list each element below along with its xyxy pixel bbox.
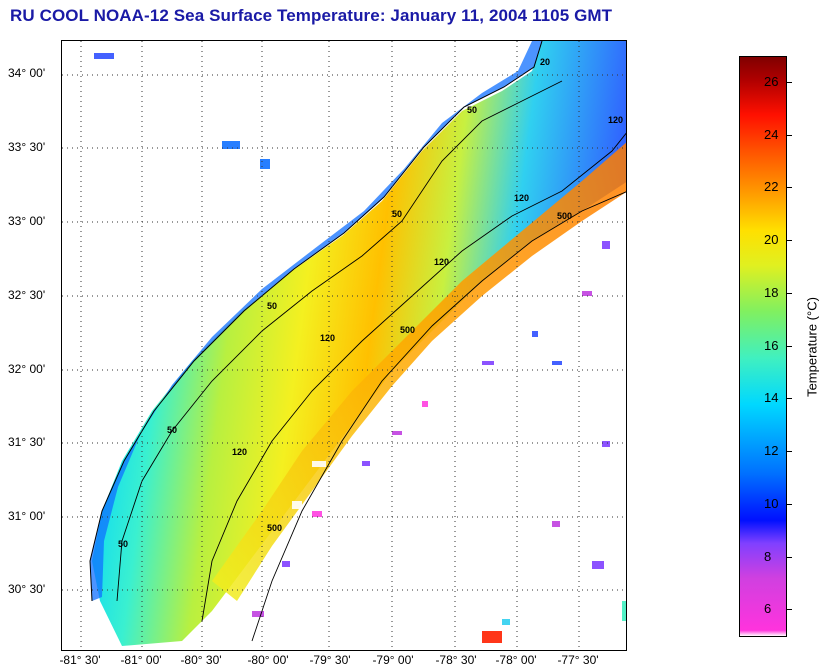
contour-label: 50 (392, 209, 402, 219)
colorbar-tick (787, 240, 792, 241)
contour-label: 50 (118, 539, 128, 549)
colorbar-tick-label: 8 (764, 549, 772, 564)
colorbar-tick-label: 24 (764, 127, 779, 142)
lat-label: 33° 30' (8, 140, 46, 154)
colorbar-tick-label: 22 (764, 179, 779, 194)
colorbar-tick-label: 26 (764, 74, 779, 89)
contour-label: 500 (400, 325, 415, 335)
lon-label: -80° 00' (247, 653, 289, 667)
contour-label: 20 (540, 57, 550, 67)
colorbar-tick (787, 293, 792, 294)
map-grid (62, 41, 626, 650)
contour-label: 500 (267, 523, 282, 533)
contour-label: 50 (467, 105, 477, 115)
sst-map: 50 50 50 50 50 120 120 120 120 500 500 5… (61, 40, 627, 651)
lat-label: 30° 30' (8, 582, 46, 596)
colorbar-tick-label: 12 (764, 443, 779, 458)
lon-label: -81° 00' (120, 653, 162, 667)
contour-label: 500 (557, 211, 572, 221)
lon-label: -78° 00' (495, 653, 537, 667)
contour-500 (251, 191, 626, 642)
lat-label: 32° 00' (8, 362, 46, 376)
contour-120 (201, 132, 626, 622)
lat-label: 32° 30' (8, 288, 46, 302)
lon-label: -81° 30' (59, 653, 101, 667)
sst-map-canvas: 50 50 50 50 50 120 120 120 120 500 500 5… (62, 41, 626, 650)
colorbar-tick-label: 6 (764, 601, 772, 616)
contour-label: 120 (608, 115, 623, 125)
lon-label: -80° 30' (180, 653, 222, 667)
cloud-scatter (94, 53, 626, 643)
colorbar-tick (787, 135, 792, 136)
lon-label: -78° 30' (435, 653, 477, 667)
contour-label: 50 (167, 425, 177, 435)
colorbar-tick (787, 557, 792, 558)
colorbar-tick (787, 82, 792, 83)
colorbar-tick-label: 16 (764, 338, 779, 353)
contour-label: 120 (320, 333, 335, 343)
colorbar-tick-label: 20 (764, 232, 779, 247)
contour-label: 120 (232, 447, 247, 457)
colorbar-tick (787, 609, 792, 610)
colorbar-tick-label: 18 (764, 285, 779, 300)
colorbar-tick-label: 14 (764, 390, 779, 405)
lon-label: -79° 30' (309, 653, 351, 667)
colorbar-tick (787, 187, 792, 188)
lat-label: 31° 30' (8, 435, 46, 449)
colorbar-tick (787, 451, 792, 452)
colorbar-tick-label: 10 (764, 496, 779, 511)
contour-label: 120 (514, 193, 529, 203)
gulf-stream-band (212, 142, 626, 601)
lat-label: 33° 00' (8, 214, 46, 228)
chart-title: RU COOL NOAA-12 Sea Surface Temperature:… (10, 6, 613, 25)
lon-label: -77° 30' (557, 653, 599, 667)
colorbar-tick (787, 346, 792, 347)
lat-label: 31° 00' (8, 509, 46, 523)
lon-label: -79° 00' (372, 653, 414, 667)
temperature-colorbar (739, 56, 787, 637)
coastline (89, 41, 543, 602)
colorbar-tick (787, 398, 792, 399)
contour-label: 50 (267, 301, 277, 311)
contour-label: 120 (434, 257, 449, 267)
colorbar-title: Temperature (°C) (804, 297, 820, 397)
lat-label: 34° 00' (8, 66, 46, 80)
colorbar-tick (787, 504, 792, 505)
